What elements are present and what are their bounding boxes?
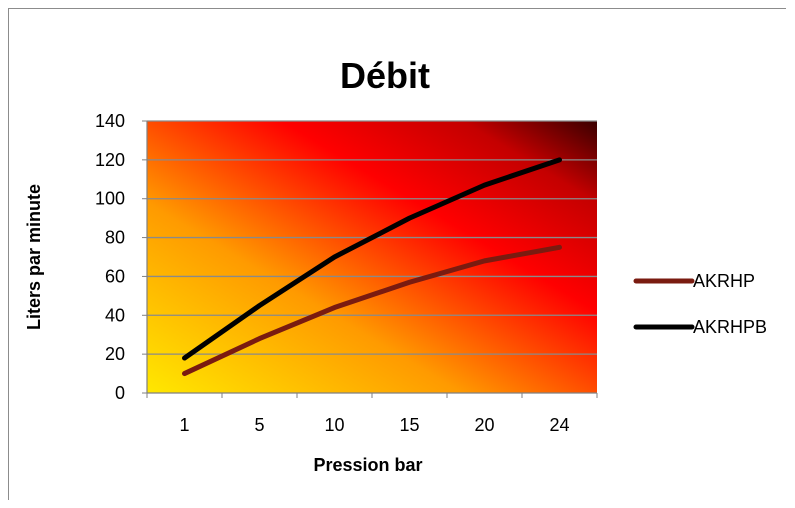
series-line-akrhpb [182, 157, 562, 361]
legend: AKRHP AKRHPB [633, 271, 767, 337]
y-tick-label: 120 [95, 150, 125, 170]
y-axis-ticks: 0 20 40 60 80 100 120 140 [95, 111, 148, 403]
y-tick-label: 100 [95, 189, 125, 209]
x-axis-title: Pression bar [313, 455, 422, 475]
plot-area [147, 121, 597, 393]
legend-label: AKRHPB [693, 317, 767, 337]
y-tick-label: 20 [105, 344, 125, 364]
series-line-akrhp [182, 244, 562, 377]
legend-label: AKRHP [693, 271, 755, 291]
y-tick-label: 0 [115, 383, 125, 403]
x-tick-label: 20 [474, 415, 494, 435]
x-tick-label: 1 [179, 415, 189, 435]
x-axis-ticks: 1 5 10 15 20 24 [146, 393, 598, 435]
y-tick-label: 80 [105, 228, 125, 248]
y-tick-label: 40 [105, 305, 125, 325]
y-axis-title: Liters par minute [24, 184, 44, 330]
y-tick-label: 60 [105, 266, 125, 286]
y-tick-label: 140 [95, 111, 125, 131]
x-tick-label: 15 [399, 415, 419, 435]
chart-title: Débit [340, 55, 430, 96]
x-tick-label: 10 [324, 415, 344, 435]
x-tick-label: 5 [254, 415, 264, 435]
series-lines [182, 157, 562, 377]
x-tick-label: 24 [549, 415, 569, 435]
